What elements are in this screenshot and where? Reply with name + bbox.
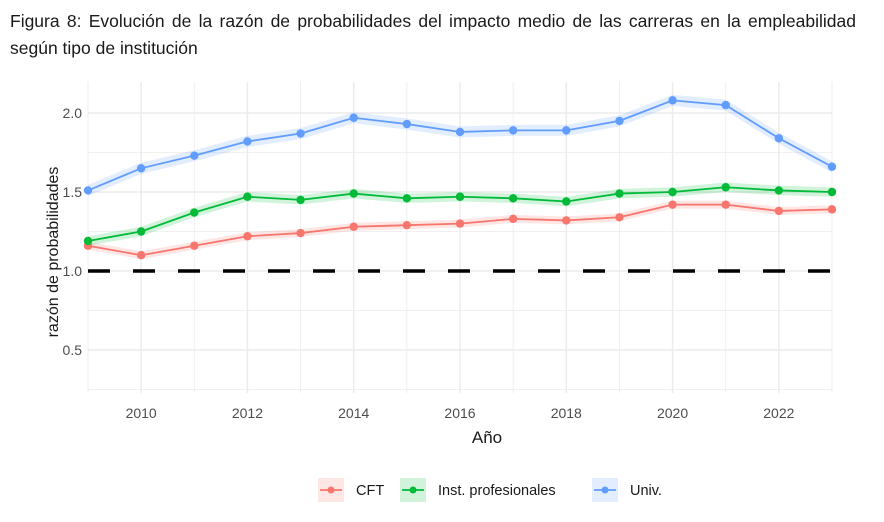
- data-point: [827, 162, 837, 171]
- x-axis-title: Año: [472, 428, 502, 447]
- y-tick-label: 1.5: [63, 184, 83, 200]
- data-point: [402, 220, 412, 230]
- x-tick-label: 2012: [232, 405, 263, 421]
- series-points: [83, 96, 837, 260]
- data-point: [774, 134, 784, 143]
- legend-key-point: [409, 486, 417, 494]
- x-tick-label: 2014: [338, 405, 369, 421]
- legend-label: Inst. profesionales: [438, 483, 556, 499]
- data-point: [615, 116, 624, 126]
- data-point: [615, 213, 624, 222]
- data-point: [455, 219, 465, 228]
- confidence-band: [88, 94, 832, 196]
- data-point: [243, 232, 252, 241]
- data-point: [190, 208, 199, 217]
- data-point: [562, 216, 571, 225]
- data-point: [296, 195, 305, 205]
- data-point: [721, 200, 730, 209]
- confidence-band: [88, 200, 832, 260]
- data-point: [190, 241, 199, 250]
- grid-lines: [87, 82, 833, 393]
- legend-item: Univ.: [592, 478, 662, 502]
- x-tick-labels: 2010 2012 2014 2016 2018 2020 2022: [126, 405, 795, 421]
- figure-caption: Figura 8: Evolución de la razón de proba…: [10, 11, 856, 58]
- data-point: [349, 113, 358, 122]
- legend-key-point: [327, 486, 335, 494]
- data-point: [562, 126, 571, 135]
- data-point: [774, 206, 784, 216]
- data-point: [136, 251, 146, 260]
- data-point: [668, 200, 677, 209]
- data-point: [827, 205, 837, 214]
- data-point: [508, 126, 518, 135]
- data-point: [668, 96, 677, 105]
- data-point: [296, 228, 305, 238]
- data-point: [136, 227, 146, 236]
- data-point: [827, 187, 837, 197]
- data-point: [774, 186, 784, 195]
- data-point: [508, 214, 518, 224]
- data-point: [402, 194, 412, 203]
- data-point: [83, 236, 93, 246]
- y-tick-label: 1.0: [63, 263, 83, 279]
- x-tick-label: 2010: [126, 405, 157, 421]
- data-point: [508, 194, 518, 203]
- x-tick-label: 2018: [551, 405, 582, 421]
- y-tick-label: 2.0: [63, 105, 83, 121]
- data-point: [615, 189, 624, 198]
- data-point: [721, 100, 730, 110]
- x-tick-label: 2020: [657, 405, 688, 421]
- y-tick-label: 0.5: [63, 342, 83, 358]
- data-point: [349, 222, 358, 231]
- legend-label: CFT: [356, 483, 384, 499]
- data-point: [668, 187, 677, 197]
- legend-key-point: [601, 486, 609, 494]
- x-tick-label: 2022: [763, 405, 794, 421]
- data-point: [243, 137, 252, 146]
- legend: CFT Inst. profesionales Univ.: [318, 478, 662, 502]
- data-point: [243, 192, 252, 201]
- data-point: [455, 192, 465, 201]
- data-point: [562, 197, 571, 206]
- data-point: [296, 129, 305, 138]
- data-point: [136, 164, 146, 173]
- data-point: [349, 189, 358, 198]
- data-point: [83, 186, 93, 195]
- legend-item: Inst. profesionales: [400, 478, 556, 502]
- y-tick-labels: 0.5 1.0 1.5 2.0: [63, 105, 83, 358]
- data-point: [455, 127, 465, 137]
- y-axis-title: razón de probabilidades: [45, 167, 62, 338]
- data-point: [721, 183, 730, 192]
- x-tick-label: 2016: [444, 405, 475, 421]
- data-point: [190, 151, 199, 160]
- data-point: [402, 119, 412, 129]
- legend-label: Univ.: [630, 483, 662, 499]
- legend-item: CFT: [318, 478, 384, 502]
